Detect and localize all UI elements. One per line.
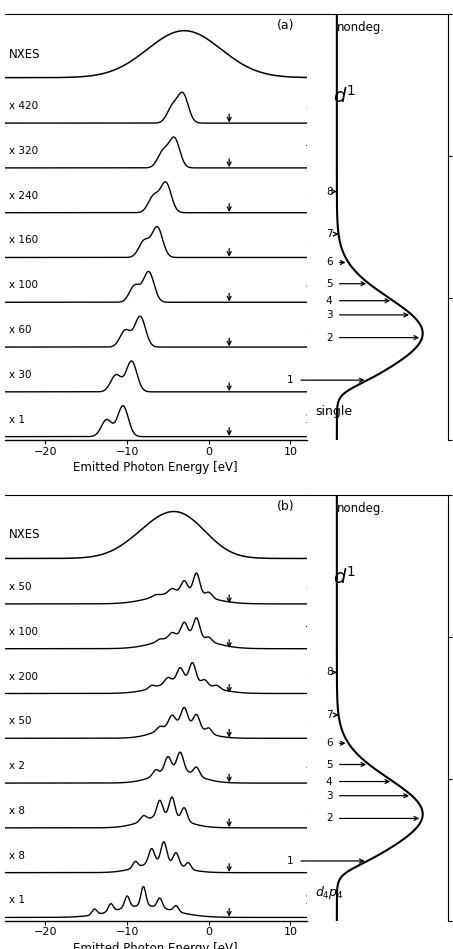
Text: x 160: x 160: [9, 235, 38, 246]
Text: x 240: x 240: [9, 191, 38, 200]
Text: 6: 6: [326, 738, 333, 748]
Text: 3: 3: [326, 791, 333, 801]
Text: 3: 3: [326, 310, 333, 320]
Text: 1: 1: [305, 894, 313, 907]
Text: 4: 4: [305, 759, 313, 772]
Text: single: single: [315, 405, 352, 418]
Text: x 60: x 60: [9, 326, 31, 335]
Text: 6: 6: [326, 257, 333, 268]
Text: 2: 2: [305, 849, 313, 862]
Text: 8: 8: [326, 187, 333, 196]
Text: x 50: x 50: [9, 582, 31, 592]
Text: 6: 6: [305, 670, 313, 683]
Text: 6: 6: [305, 189, 313, 202]
Text: NXES: NXES: [9, 529, 40, 542]
Text: 5: 5: [326, 759, 333, 770]
Text: (b): (b): [277, 500, 294, 512]
Text: 4: 4: [305, 279, 313, 291]
Text: x 100: x 100: [9, 280, 38, 290]
Text: 5: 5: [305, 234, 313, 247]
Text: (a): (a): [277, 19, 294, 32]
Text: x 30: x 30: [9, 370, 31, 380]
Text: x 420: x 420: [9, 102, 38, 111]
Text: 8: 8: [326, 667, 333, 678]
Text: 2: 2: [305, 368, 313, 381]
Text: x 1: x 1: [9, 415, 24, 424]
Text: 7: 7: [326, 229, 333, 239]
Text: $d_4p_4$: $d_4p_4$: [315, 884, 344, 901]
Text: x 8: x 8: [9, 850, 24, 861]
Text: nondeg.: nondeg.: [337, 21, 385, 34]
Text: x 200: x 200: [9, 672, 38, 681]
Text: 3: 3: [305, 805, 313, 817]
Text: x 1: x 1: [9, 896, 24, 905]
Text: $d^1$: $d^1$: [333, 85, 356, 107]
Text: 1: 1: [287, 375, 294, 385]
Text: x 2: x 2: [9, 761, 24, 772]
X-axis label: Emitted Photon Energy [eV]: Emitted Photon Energy [eV]: [73, 461, 238, 474]
Text: 7: 7: [305, 144, 313, 158]
Text: NXES: NXES: [9, 47, 40, 61]
Text: 2: 2: [326, 813, 333, 824]
X-axis label: Emitted Photon Energy [eV]: Emitted Photon Energy [eV]: [73, 941, 238, 949]
Text: 1: 1: [287, 856, 294, 865]
Text: x 320: x 320: [9, 146, 38, 156]
Text: x 8: x 8: [9, 806, 24, 816]
Text: 4: 4: [326, 776, 333, 787]
Text: 7: 7: [305, 625, 313, 639]
Text: 4: 4: [326, 296, 333, 306]
Text: 1: 1: [305, 413, 313, 426]
Text: 8: 8: [305, 100, 313, 113]
Text: 2: 2: [326, 332, 333, 343]
Text: 3: 3: [305, 324, 313, 337]
Text: nondeg.: nondeg.: [337, 502, 385, 515]
Text: 5: 5: [305, 715, 313, 728]
Text: 5: 5: [326, 279, 333, 288]
Text: 7: 7: [326, 710, 333, 720]
Text: 8: 8: [305, 581, 313, 593]
Text: x 50: x 50: [9, 716, 31, 726]
Text: $d^1$: $d^1$: [333, 566, 356, 587]
Text: x 100: x 100: [9, 626, 38, 637]
